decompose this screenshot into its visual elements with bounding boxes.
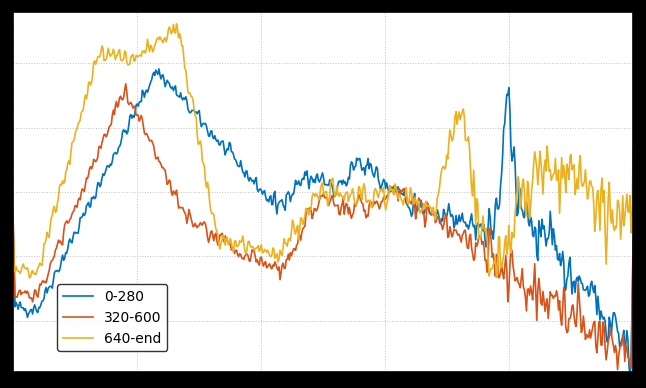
320-600 [169, 189, 177, 193]
0-280 [626, 374, 634, 378]
320-600 [477, 234, 484, 239]
Line: 0-280: 0-280 [13, 69, 633, 376]
320-600 [122, 81, 130, 86]
640-end [377, 187, 384, 192]
640-end [172, 21, 180, 26]
0-280 [424, 204, 432, 208]
320-600 [614, 367, 621, 372]
320-600 [119, 97, 127, 102]
0-280 [629, 253, 637, 257]
0-280 [169, 88, 177, 93]
320-600 [375, 206, 383, 211]
320-600 [629, 237, 637, 242]
0-280 [291, 186, 298, 191]
0-280 [155, 67, 163, 71]
320-600 [291, 246, 298, 251]
0-280 [9, 214, 17, 219]
640-end [629, 148, 637, 152]
640-end [169, 22, 177, 27]
640-end [9, 220, 17, 225]
0-280 [375, 181, 383, 186]
Legend: 0-280, 320-600, 640-end: 0-280, 320-600, 640-end [57, 284, 167, 351]
320-600 [9, 208, 17, 212]
640-end [425, 204, 433, 208]
640-end [26, 275, 34, 280]
0-280 [119, 129, 127, 133]
0-280 [477, 222, 484, 226]
320-600 [424, 202, 432, 207]
640-end [292, 232, 300, 236]
Line: 320-600: 320-600 [13, 84, 633, 370]
640-end [478, 225, 486, 230]
640-end [120, 57, 127, 62]
Line: 640-end: 640-end [13, 24, 633, 278]
